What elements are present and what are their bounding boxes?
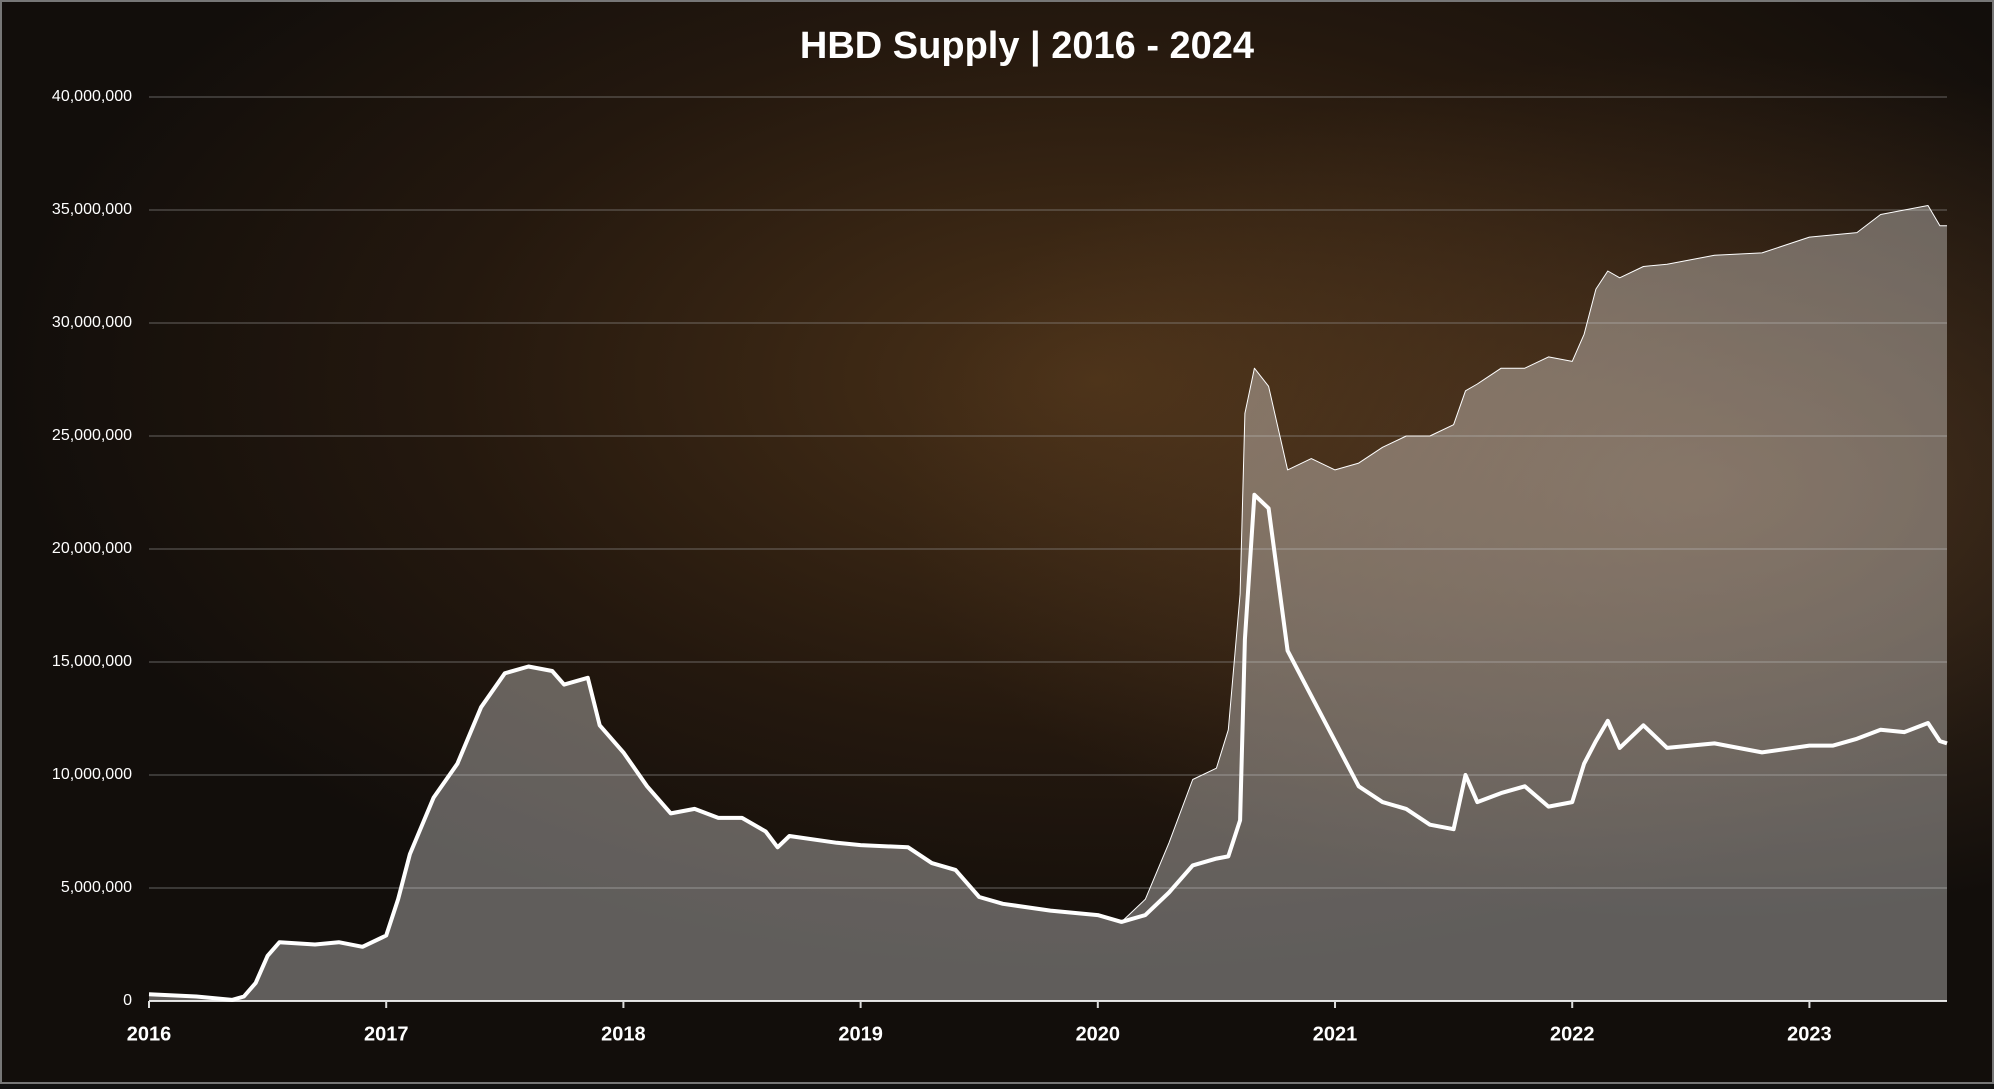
y-tick-label: 40,000,000 [52,88,132,105]
x-tick-label: 2023 [1787,1023,1832,1045]
y-tick-label: 30,000,000 [52,314,132,331]
y-tick-label: 20,000,000 [52,540,132,557]
y-tick-label: 35,000,000 [52,201,132,218]
x-tick-label: 2018 [601,1023,646,1045]
y-tick-label: 10,000,000 [52,766,132,783]
x-tick-label: 2016 [127,1023,172,1045]
x-tick-label: 2019 [838,1023,883,1045]
x-tick-label: 2017 [364,1023,409,1045]
area [149,205,1947,1001]
line [148,492,1948,1002]
x-tick-label: 2020 [1076,1023,1121,1045]
y-tick-label: 0 [123,992,132,1009]
chart-title: HBD Supply | 2016 - 2024 [800,25,1254,67]
y-tick-label: 15,000,000 [52,653,132,670]
y-tick-label: 25,000,000 [52,427,132,444]
x-tick-label: 2021 [1313,1023,1358,1045]
x-tick-label: 2022 [1550,1023,1595,1045]
y-tick-label: 5,000,000 [61,879,132,896]
